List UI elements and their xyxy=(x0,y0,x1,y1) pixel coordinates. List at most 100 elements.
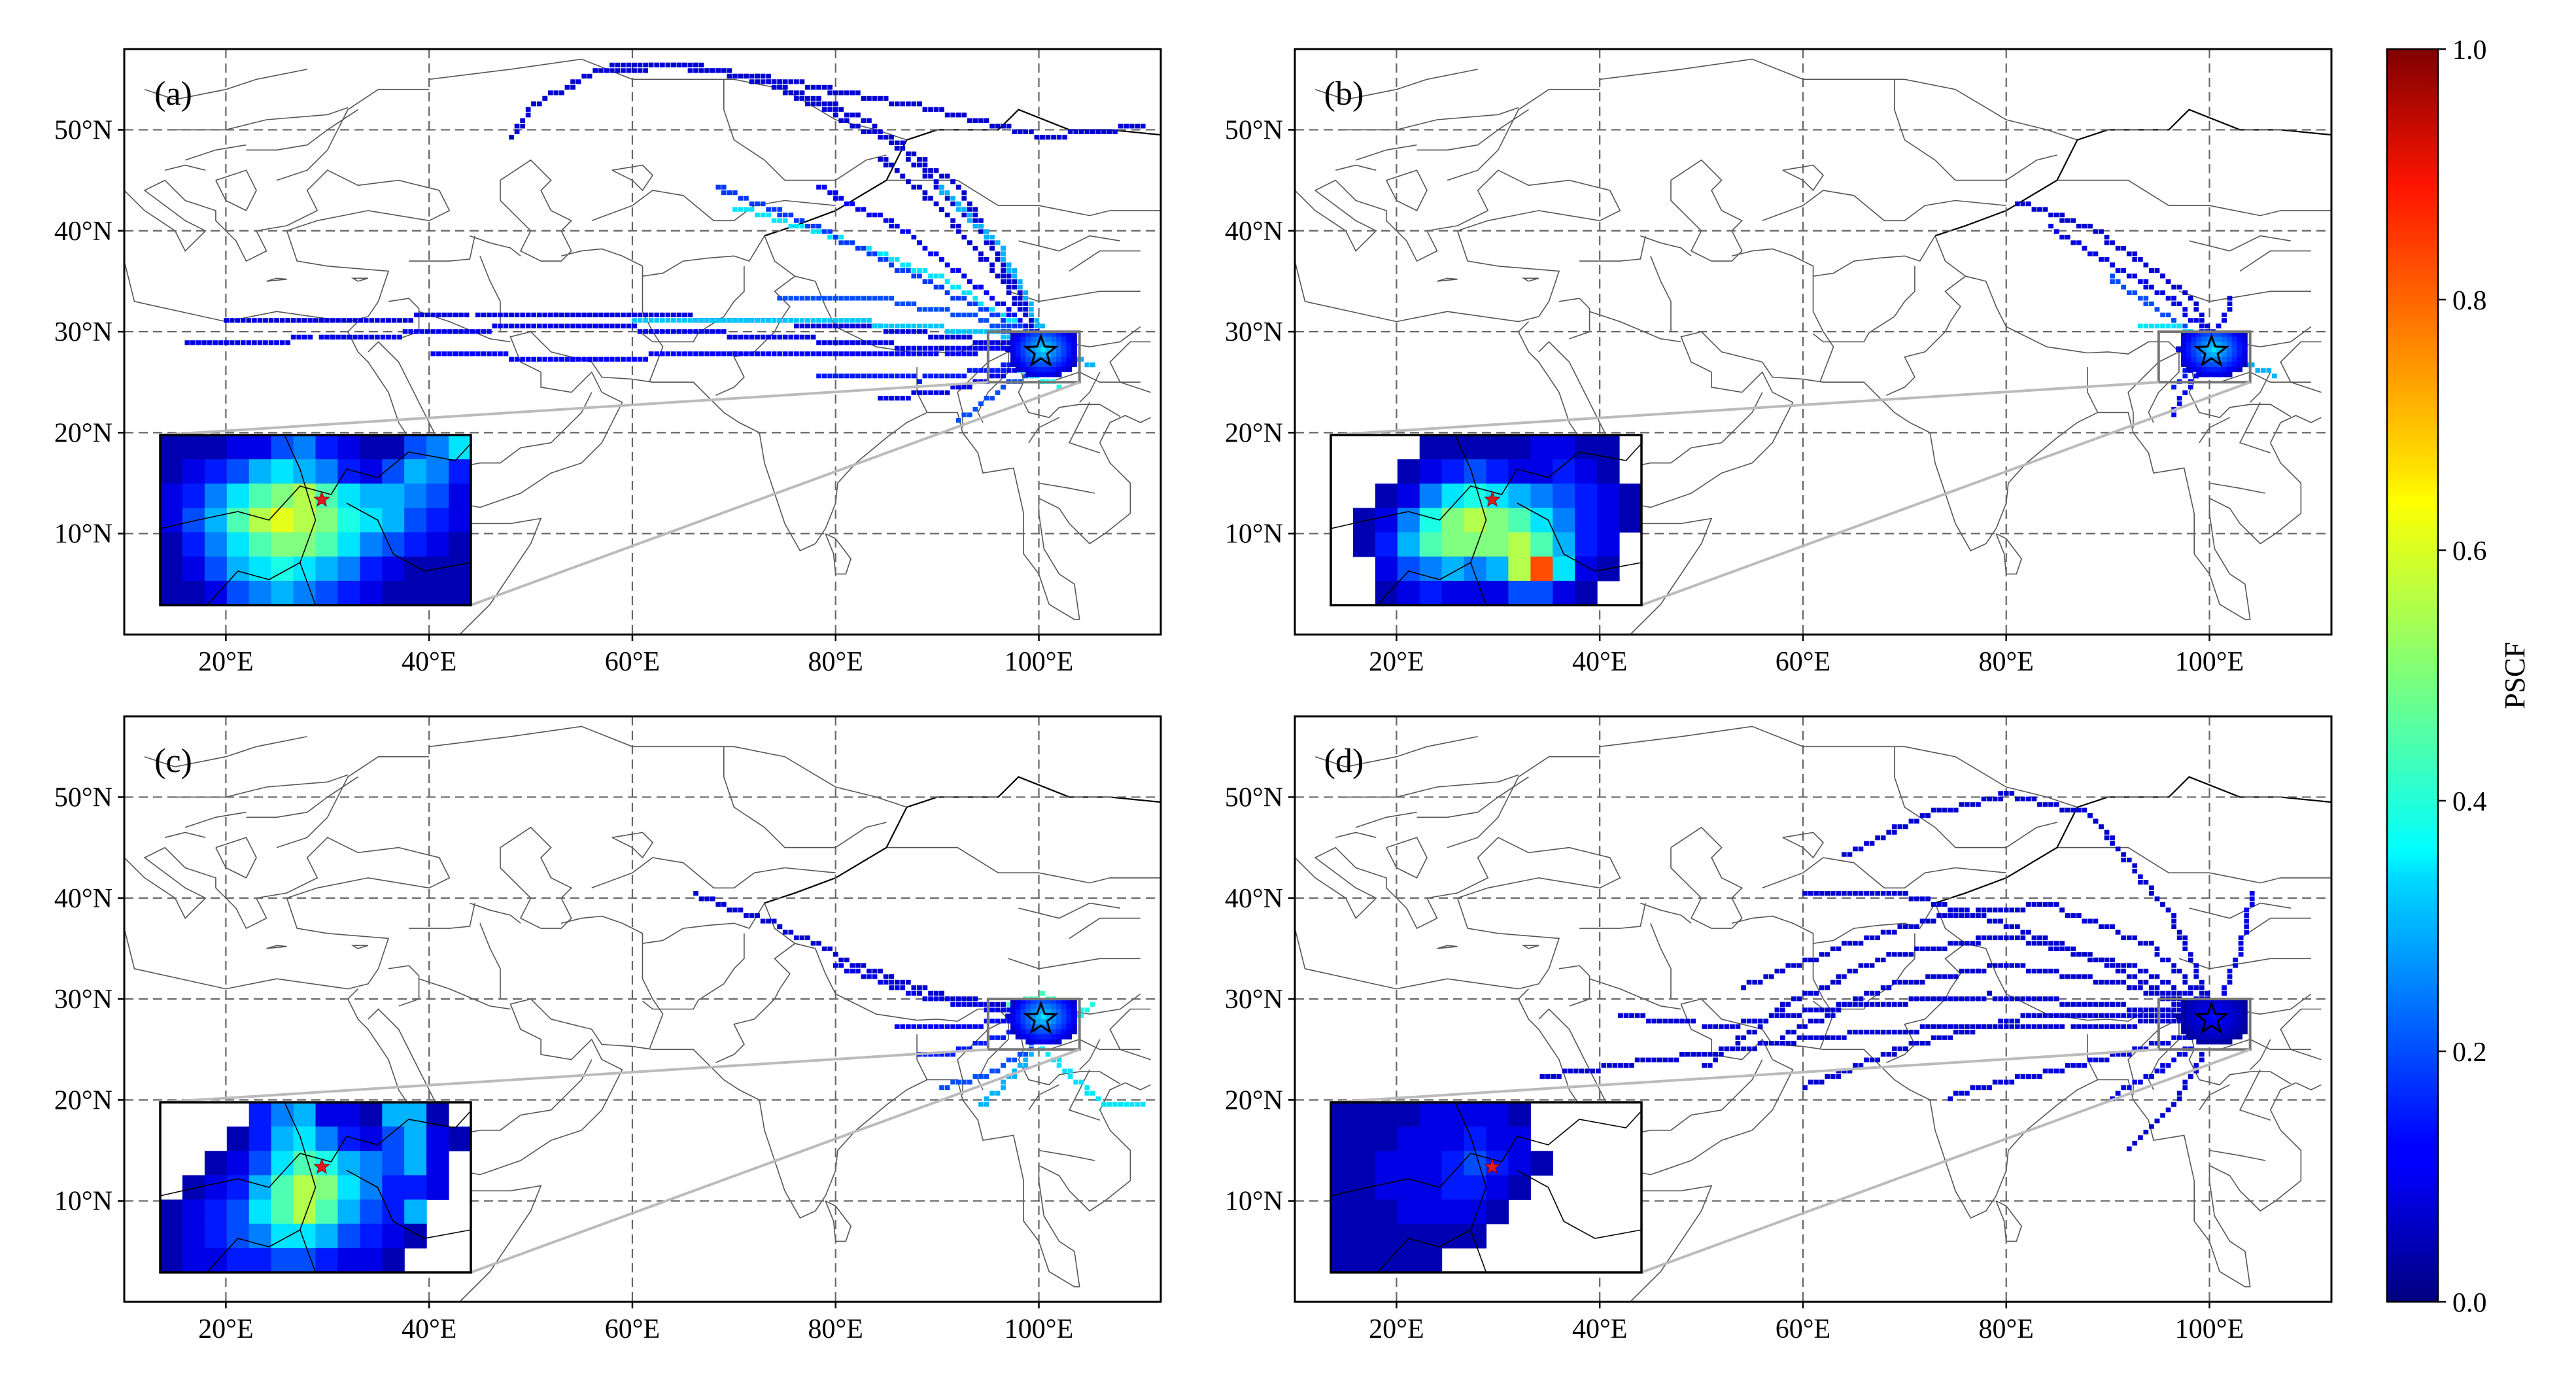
inset-cell xyxy=(226,1248,250,1273)
inset-cell xyxy=(1508,435,1531,460)
pscf-cell xyxy=(1919,946,1925,951)
pscf-cell xyxy=(944,196,950,201)
pscf-cell xyxy=(721,190,727,196)
pscf-cell xyxy=(989,296,995,301)
outline-path xyxy=(175,774,349,798)
pscf-cell xyxy=(487,351,492,357)
pscf-cell xyxy=(844,957,850,962)
pscf-cell xyxy=(2110,1002,2115,1007)
pscf-cell xyxy=(1015,351,1022,357)
pscf-cell xyxy=(2193,307,2199,312)
map-frame xyxy=(123,48,1162,636)
pscf-cell xyxy=(2154,1041,2160,1046)
inset-cell xyxy=(1619,483,1642,508)
pscf-cell xyxy=(2160,290,2165,295)
pscf-cell xyxy=(553,323,559,328)
pscf-cell xyxy=(643,318,648,323)
pscf-cell xyxy=(637,357,643,362)
pscf-cell xyxy=(1657,1019,1662,1024)
pscf-cell xyxy=(1836,1002,1842,1007)
pscf-cell xyxy=(788,930,794,935)
pscf-cell xyxy=(2242,998,2248,1004)
pscf-cell xyxy=(844,968,850,973)
inset-cell xyxy=(249,435,272,460)
pscf-cell xyxy=(1796,963,1802,968)
inset-cell xyxy=(1352,1175,1376,1200)
pscf-cell xyxy=(1914,979,1919,985)
pscf-cell xyxy=(1001,323,1006,328)
pscf-cell xyxy=(1029,301,1034,306)
pscf-cell xyxy=(2191,1004,2197,1009)
pscf-cell xyxy=(917,162,922,167)
pscf-cell xyxy=(878,351,883,357)
pscf-cell xyxy=(972,351,978,357)
pscf-cell xyxy=(1017,301,1023,306)
pscf-cell xyxy=(1056,372,1062,377)
pscf-cell xyxy=(967,1002,972,1007)
pscf-cell xyxy=(1842,852,1847,857)
pscf-cell xyxy=(1046,351,1052,357)
pscf-cell xyxy=(2242,1019,2248,1024)
pscf-cell xyxy=(978,329,984,334)
pscf-cell xyxy=(581,357,587,362)
pscf-cell xyxy=(1970,913,1976,918)
pscf-cell xyxy=(944,329,950,334)
pscf-cell xyxy=(827,323,833,328)
pscf-cell xyxy=(1746,1046,1752,1051)
x-tick-label: 100°E xyxy=(1005,647,1073,677)
pscf-cell xyxy=(794,323,799,328)
pscf-cell xyxy=(235,318,241,323)
pscf-cell xyxy=(900,351,906,357)
pscf-cell xyxy=(1623,1063,1629,1068)
inset-site-star xyxy=(1484,491,1501,507)
pscf-cell xyxy=(995,301,1001,306)
pscf-cell xyxy=(2126,935,2132,941)
pscf-cell xyxy=(2031,941,2037,946)
inset-cell xyxy=(1331,1127,1354,1151)
outline-path xyxy=(2209,482,2266,494)
pscf-cell xyxy=(2003,935,2009,941)
outline-path xyxy=(715,943,796,1064)
pscf-cell xyxy=(296,334,302,340)
pscf-cell xyxy=(2003,791,2009,796)
pscf-cell xyxy=(917,268,922,273)
inset-cell xyxy=(271,1248,294,1273)
pscf-cell xyxy=(2222,312,2227,317)
pscf-cell xyxy=(1107,129,1112,134)
pscf-cell xyxy=(1006,1007,1012,1013)
pscf-cell xyxy=(2160,1007,2165,1013)
pscf-cell xyxy=(928,107,933,112)
inset-cell xyxy=(182,508,205,533)
pscf-cell xyxy=(2165,296,2171,301)
pscf-cell xyxy=(900,979,906,985)
inset-cell xyxy=(315,508,338,533)
pscf-cell xyxy=(710,896,715,901)
pscf-cell xyxy=(900,229,906,234)
pscf-cell xyxy=(878,96,883,101)
pscf-cell xyxy=(894,224,900,229)
pscf-cell xyxy=(1051,1004,1057,1009)
pscf-cell xyxy=(972,1074,978,1079)
inset-cell xyxy=(204,1248,228,1273)
pscf-cell xyxy=(2138,968,2143,973)
pscf-cell xyxy=(1813,1007,1819,1013)
panel-d: 20°E 40°E 60°E 80°E 100°E10°N20°N30°N40°N50°… xyxy=(1225,715,2333,1344)
pscf-cell xyxy=(732,907,738,913)
pscf-cell xyxy=(967,201,972,207)
inset-cell xyxy=(1397,1223,1420,1249)
pscf-cell xyxy=(861,118,867,123)
pscf-cell xyxy=(894,168,900,173)
inset-cell xyxy=(382,556,405,582)
outline-path xyxy=(1048,1038,1141,1050)
pscf-cell xyxy=(1780,1007,1785,1013)
pscf-cell xyxy=(1001,301,1006,306)
pscf-cell xyxy=(2053,901,2059,907)
pscf-cell xyxy=(1035,1004,1042,1009)
pscf-cell xyxy=(933,1024,939,1029)
inset-cell xyxy=(315,532,338,557)
pscf-cell xyxy=(738,318,744,323)
pscf-cell xyxy=(263,318,268,323)
pscf-cell xyxy=(883,396,889,401)
pscf-cell xyxy=(833,190,838,196)
pscf-cell xyxy=(799,334,805,340)
